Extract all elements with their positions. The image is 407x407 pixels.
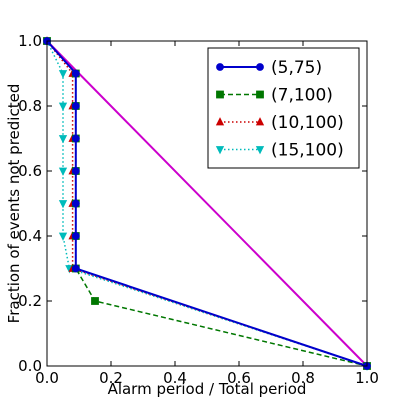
legend-marker [255, 117, 265, 126]
legend-marker [216, 63, 224, 71]
x-tick-label: 0.0 [35, 369, 59, 387]
plot-frame [46, 40, 368, 367]
legend-marker [215, 146, 225, 155]
series-line [46, 40, 368, 367]
x-tick-label: 0.4 [163, 369, 187, 387]
y-tick-label: 0.2 [18, 292, 42, 310]
x-axis-label: Alarm period / Total period [108, 380, 307, 398]
legend: (5,75) (7,100) (10,100) (15,100) [207, 47, 360, 169]
data-point [71, 69, 80, 78]
y-tick-label: 0.4 [18, 227, 42, 245]
x-tick-label: 0.2 [99, 369, 123, 387]
legend-entry: (15,100) [215, 141, 344, 161]
y-tick-label: 0.8 [18, 97, 42, 115]
x-tick-label: 0.6 [227, 369, 251, 387]
data-point [71, 232, 80, 240]
axis-ticks: 0.0 0.2 0.4 0.6 0.8 1.0 0.0 0.2 0.4 0.6 0.8 1.0 [18, 32, 379, 387]
data-point [71, 167, 80, 175]
legend-marker [255, 146, 265, 155]
legend-marker [215, 117, 225, 126]
x-tick-label: 1.0 [355, 369, 379, 387]
data-point [71, 199, 80, 208]
legend-marker [256, 63, 264, 71]
legend-entry: (10,100) [215, 113, 344, 133]
x-tick-label: 0.8 [291, 369, 315, 387]
legend-marker [216, 90, 224, 99]
legend-items: (5,75) (7,100) (10,100) (15,100) [215, 58, 344, 161]
data-point [58, 135, 68, 144]
legend-label: (7,100) [271, 86, 333, 106]
series-(5,75) [43, 37, 371, 370]
y-tick-label: 1.0 [18, 32, 42, 50]
data-point [91, 297, 99, 305]
y-axis-label: Fraction of events not predicted [5, 84, 23, 324]
data-point [58, 102, 68, 111]
y-tick-label: 0.0 [18, 357, 42, 375]
data-point [71, 102, 80, 110]
legend-label: (10,100) [271, 113, 344, 133]
reference-diagonal-line [46, 40, 368, 367]
data-point [58, 200, 68, 209]
data-point [71, 134, 80, 143]
legend-label: (15,100) [271, 141, 344, 161]
series-line [46, 40, 368, 367]
legend-entry: (7,100) [216, 86, 333, 106]
legend-entry: (5,75) [216, 58, 322, 78]
data-point [71, 264, 80, 273]
data-point [58, 232, 68, 241]
y-tick-label: 0.6 [18, 162, 42, 180]
legend-marker [256, 90, 264, 99]
data-point [58, 70, 68, 79]
data-point [58, 167, 68, 176]
legend-label: (5,75) [271, 58, 322, 78]
